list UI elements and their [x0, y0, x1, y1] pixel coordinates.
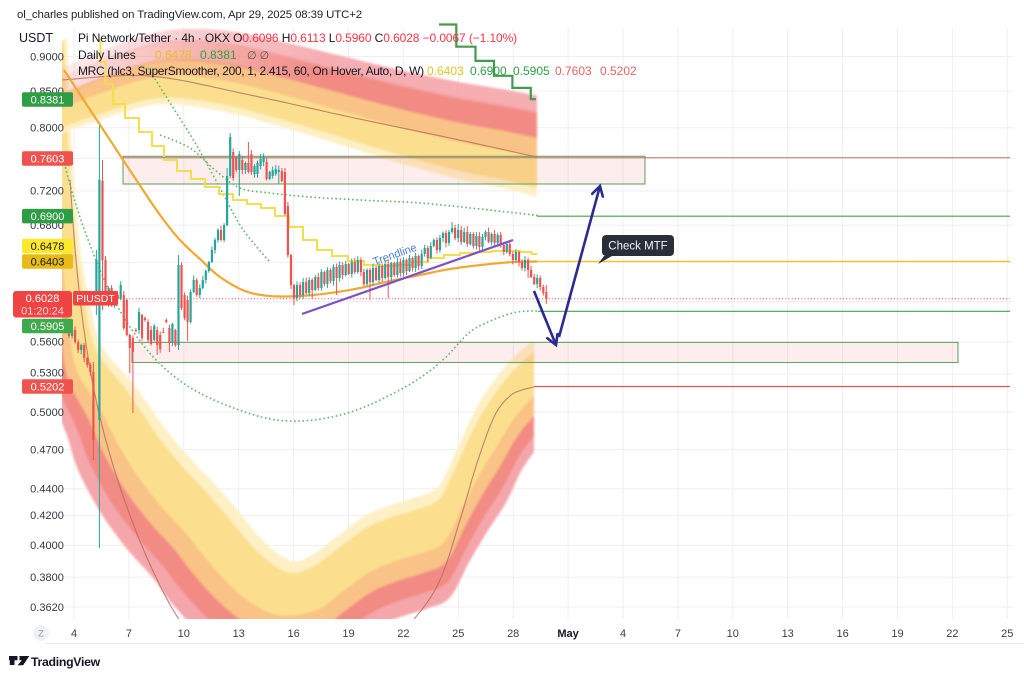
svg-text:13: 13 [233, 628, 245, 640]
svg-text:TradingView: TradingView [31, 655, 101, 669]
svg-text:0.6478: 0.6478 [31, 241, 65, 253]
svg-text:0.5202: 0.5202 [600, 64, 637, 78]
svg-text:22: 22 [397, 628, 409, 640]
svg-text:0.6403: 0.6403 [31, 256, 65, 268]
svg-text:0.6403: 0.6403 [427, 64, 464, 78]
svg-text:19: 19 [342, 628, 354, 640]
svg-text:4: 4 [71, 628, 77, 640]
svg-text:∅ ∅: ∅ ∅ [247, 50, 269, 62]
svg-text:Check MTF: Check MTF [608, 241, 667, 253]
svg-text:0.8000: 0.8000 [30, 123, 64, 135]
svg-text:0.8381: 0.8381 [200, 48, 237, 62]
svg-text:0.4200: 0.4200 [30, 510, 64, 522]
svg-text:0.3800: 0.3800 [30, 572, 64, 584]
svg-text:Daily Lines: Daily Lines [78, 48, 136, 62]
svg-text:0.6900: 0.6900 [31, 211, 65, 223]
svg-text:0.8381: 0.8381 [31, 94, 65, 106]
svg-text:7: 7 [675, 628, 681, 640]
svg-text:May: May [557, 628, 579, 640]
svg-text:ol_charles published on Tradin: ol_charles published on TradingView.com,… [17, 9, 362, 21]
svg-text:Pi Network/Tether · 4h · OKX O: Pi Network/Tether · 4h · OKX O0.6096 H0.… [78, 31, 517, 45]
svg-text:0.4700: 0.4700 [30, 444, 64, 456]
svg-text:16: 16 [287, 628, 299, 640]
svg-text:28: 28 [507, 628, 519, 640]
svg-text:0.5905: 0.5905 [31, 321, 65, 333]
svg-text:0.7603: 0.7603 [555, 64, 592, 78]
svg-text:0.7603: 0.7603 [31, 153, 65, 165]
svg-text:19: 19 [891, 628, 903, 640]
svg-text:0.9000: 0.9000 [30, 51, 64, 63]
svg-text:10: 10 [178, 628, 190, 640]
svg-text:25: 25 [1001, 628, 1013, 640]
svg-text:22: 22 [946, 628, 958, 640]
svg-text:0.5000: 0.5000 [30, 407, 64, 419]
svg-text:16: 16 [836, 628, 848, 640]
svg-text:10: 10 [727, 628, 739, 640]
svg-text:0.4400: 0.4400 [30, 484, 64, 496]
svg-text:USDT: USDT [19, 31, 53, 45]
svg-text:Z: Z [38, 628, 44, 639]
svg-text:13: 13 [782, 628, 794, 640]
svg-text:7: 7 [126, 628, 132, 640]
svg-text:PIUSDT: PIUSDT [76, 293, 115, 305]
svg-text:4: 4 [620, 628, 626, 640]
svg-text:0.6028: 0.6028 [26, 293, 60, 305]
svg-text:0.5905: 0.5905 [513, 64, 550, 78]
svg-text:0.3620: 0.3620 [30, 602, 64, 614]
svg-text:0.5600: 0.5600 [30, 337, 64, 349]
svg-text:0.4000: 0.4000 [30, 540, 64, 552]
svg-text:MRC (hlc3, SuperSmoother, 200,: MRC (hlc3, SuperSmoother, 200, 1, 2.415,… [78, 64, 424, 78]
svg-text:0.5202: 0.5202 [31, 381, 65, 393]
svg-text:0.6900: 0.6900 [470, 64, 507, 78]
svg-text:0.5300: 0.5300 [30, 367, 64, 379]
svg-text:01:20:24: 01:20:24 [21, 306, 64, 318]
svg-text:0.6478: 0.6478 [155, 48, 192, 62]
svg-text:25: 25 [452, 628, 464, 640]
svg-text:0.7200: 0.7200 [30, 186, 64, 198]
